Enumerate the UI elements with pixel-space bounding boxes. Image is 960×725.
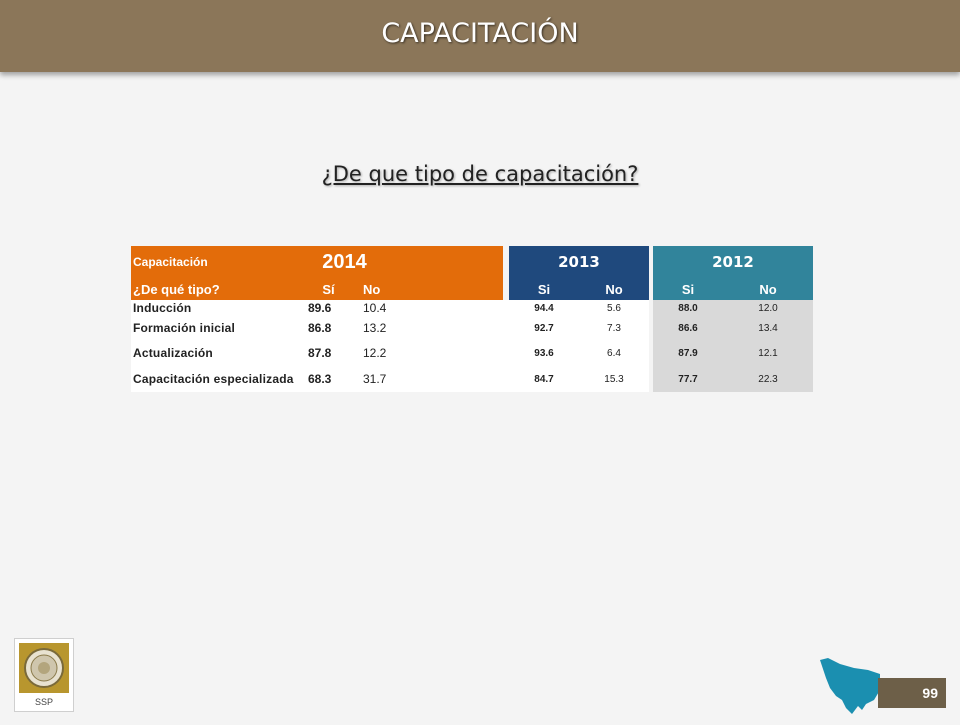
table-row: Formación inicial 86.8 13.2 92.7 7.3 86.… [131,316,813,340]
page-title: CAPACITACIÓN [381,18,579,49]
ssp-logo: SSP [14,638,74,712]
cell-2012-si: 87.9 [653,340,723,366]
page-number-box: 99 [878,678,946,708]
cell-2014-si: 89.6 [306,300,351,316]
cell-2013-si: 93.6 [509,340,579,366]
cell-2012-si: 86.6 [653,316,723,340]
cell-2014-no: 12.2 [351,340,503,366]
table-row: Inducción 89.6 10.4 94.4 5.6 88.0 12.0 [131,300,813,316]
cell-2012-no: 12.1 [723,340,813,366]
title-bar [0,0,960,72]
header-2013-no: No [579,278,649,300]
cell-2012-si: 77.7 [653,366,723,392]
cell-2012-no: 13.4 [723,316,813,340]
cell-2013-no: 15.3 [579,366,649,392]
training-table: Capacitación 2014 2013 2012 ¿De qué tipo… [131,246,813,392]
cell-2013-no: 5.6 [579,300,649,316]
row-label: Inducción [131,300,306,316]
cell-2014-si: 86.8 [306,316,351,340]
row-label: Capacitación especializada [131,366,306,392]
cell-2013-si: 84.7 [509,366,579,392]
cell-2013-no: 6.4 [579,340,649,366]
cell-2014-si: 68.3 [306,366,351,392]
header-2013-si: Si [509,278,579,300]
cell-2014-no: 31.7 [351,366,503,392]
page-number: 99 [922,685,938,701]
header-2014-no: No [351,278,503,300]
header-row-years: Capacitación 2014 2013 2012 [131,246,813,278]
table-row: Capacitación especializada 68.3 31.7 84.… [131,366,813,392]
header-capacitacion: Capacitación [131,246,306,278]
header-year-2012: 2012 [653,246,813,278]
header-year-2013: 2013 [509,246,649,278]
cell-2014-si: 87.8 [306,340,351,366]
cell-2012-no: 12.0 [723,300,813,316]
cell-2014-no: 10.4 [351,300,503,316]
header-year-2014: 2014 [306,246,503,278]
header-2014-si: Sí [306,278,351,300]
header-tipo: ¿De qué tipo? [131,278,306,300]
table-row: Actualización 87.8 12.2 93.6 6.4 87.9 12… [131,340,813,366]
state-map-icon [818,656,898,725]
slide-subtitle: ¿De que tipo de capacitación? [321,162,639,186]
cell-2013-no: 7.3 [579,316,649,340]
header-2012-si: Si [653,278,723,300]
cell-2013-si: 92.7 [509,316,579,340]
row-label: Formación inicial [131,316,306,340]
cell-2012-no: 22.3 [723,366,813,392]
seal-icon [19,643,69,693]
header-row-columns: ¿De qué tipo? Sí No Si No Si No [131,278,813,300]
row-label: Actualización [131,340,306,366]
cell-2013-si: 94.4 [509,300,579,316]
cell-2014-no: 13.2 [351,316,503,340]
cell-2012-si: 88.0 [653,300,723,316]
header-2012-no: No [723,278,813,300]
logo-label: SSP [34,697,53,707]
